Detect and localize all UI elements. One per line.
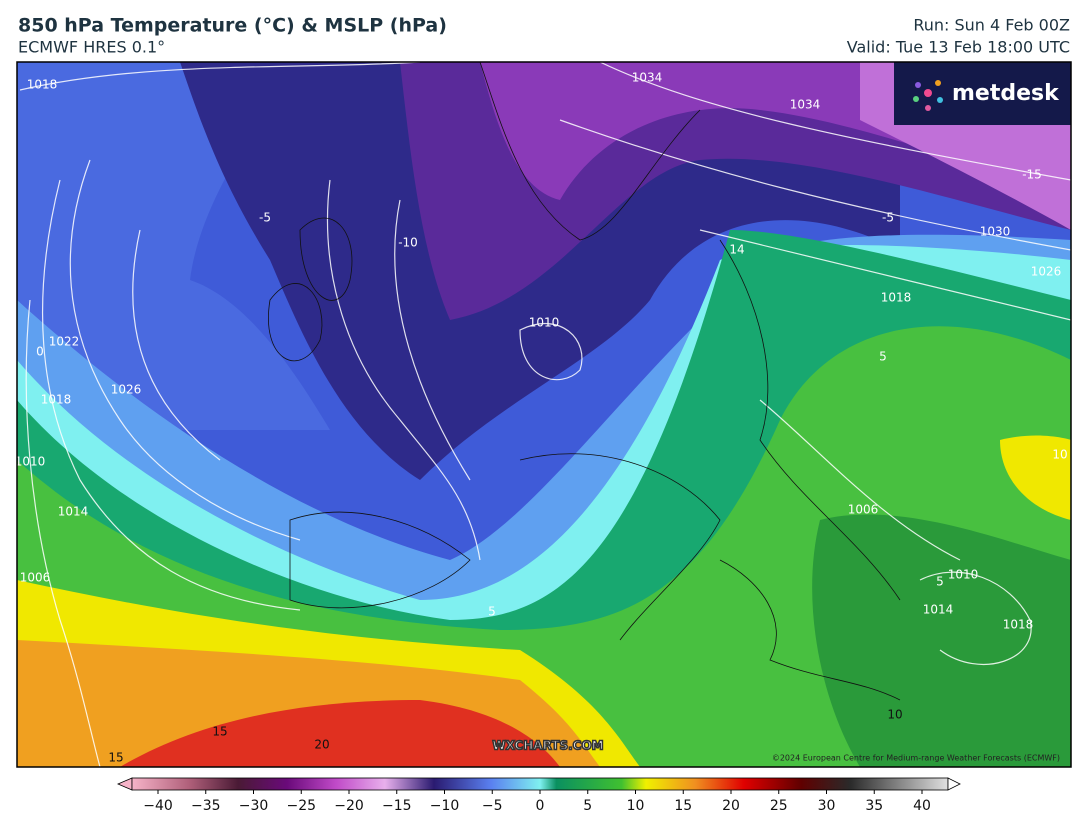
contour-label: 1034	[632, 71, 663, 85]
contour-label: 5	[879, 350, 887, 364]
colorbar-tick-label: 40	[913, 798, 931, 814]
contour-label: 1010	[948, 568, 979, 582]
contour-label: 20	[314, 738, 329, 752]
colorbar-tick-label: 35	[865, 798, 883, 814]
watermark: WXCHARTS.COM	[492, 739, 603, 753]
logo-box	[894, 62, 1071, 125]
colorbar-tick-label: 15	[674, 798, 692, 814]
colorbar-tick-label: −30	[239, 798, 269, 814]
map-frame	[16, 61, 1072, 768]
contour-label: -10	[398, 236, 418, 250]
title: 850 hPa Temperature (°C) & MSLP (hPa)	[18, 15, 447, 37]
subtitle: ECMWF HRES 0.1°	[18, 38, 165, 57]
colorbar-tick-label: 20	[722, 798, 740, 814]
contour-label: 10	[887, 708, 902, 722]
run: Run: Sun 4 Feb 00Z	[913, 16, 1070, 35]
copyright: ©2024 European Centre for Medium-range W…	[772, 754, 1060, 763]
logo-mark	[913, 80, 943, 111]
colorbar-tick-label: 25	[770, 798, 788, 814]
contour-label: 1030	[980, 225, 1011, 239]
contour-label: 1026	[1031, 265, 1062, 279]
contour-label: 1006	[20, 571, 51, 585]
contour-label: 5	[488, 605, 496, 619]
map: WXCHARTS.COM ©2024 European Centre for M…	[17, 62, 1071, 767]
colorbar-tick-label: −25	[286, 798, 316, 814]
colorbar-tick-label: 0	[536, 798, 545, 814]
contour-label: -5	[259, 211, 271, 225]
contour-label: 1034	[790, 98, 821, 112]
colorbar-tick-label: −20	[334, 798, 364, 814]
logo-text: metdesk	[952, 81, 1060, 106]
contour-label: 1014	[923, 603, 954, 617]
contour-label: -5	[882, 211, 894, 225]
contour-label: 15	[108, 751, 123, 765]
contour-label: 1026	[111, 383, 142, 397]
contour-label: 0	[36, 345, 44, 359]
contour-label: 1010	[529, 316, 560, 330]
contour-label: 10	[1052, 448, 1067, 462]
contour-label: 14	[729, 243, 744, 257]
colorbar-tick-label: −15	[382, 798, 412, 814]
contour-label: 5	[936, 575, 944, 589]
colorbar-tick-label: −5	[482, 798, 503, 814]
contour-label: 1018	[41, 393, 72, 407]
contour-label: 1006	[848, 503, 879, 517]
colorbar-tick-label: 10	[627, 798, 645, 814]
contour-label: 1014	[58, 505, 89, 519]
colorbar-tick-label: −40	[143, 798, 173, 814]
contour-label: -15	[1022, 168, 1042, 182]
contour-label: 15	[212, 725, 227, 739]
contour-label: 1018	[881, 291, 912, 305]
contour-label: 1010	[15, 455, 46, 469]
contour-label: 1018	[1003, 618, 1034, 632]
colorbar-tick-label: 30	[818, 798, 836, 814]
valid: Valid: Tue 13 Feb 18:00 UTC	[847, 38, 1070, 57]
colorbar-tick-label: −35	[191, 798, 221, 814]
colorbar-tick-label: 5	[583, 798, 592, 814]
colorbar	[116, 777, 961, 791]
colorbar-tick-label: −10	[430, 798, 460, 814]
contour-label: 1022	[49, 335, 80, 349]
contour-label: 1018	[27, 78, 58, 92]
